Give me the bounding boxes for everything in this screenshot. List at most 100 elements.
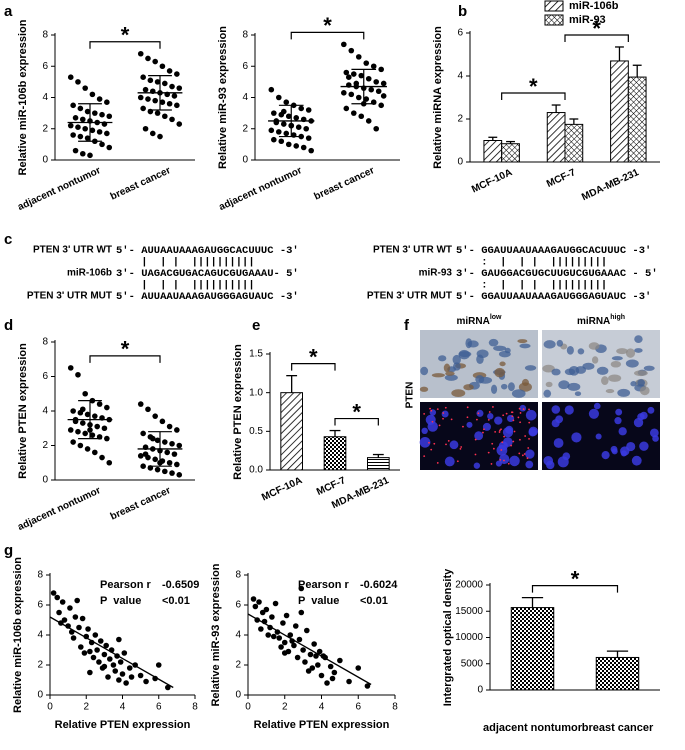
if-nucleus <box>476 409 484 417</box>
stat-label: P value <box>298 595 339 607</box>
ihc-cell <box>542 364 555 373</box>
ihc-cell <box>575 366 587 374</box>
y-tick-label: 0 <box>457 157 463 168</box>
point <box>281 650 288 656</box>
if-signal <box>519 421 522 424</box>
significance-label: * <box>592 16 601 41</box>
point <box>375 88 382 95</box>
point <box>169 83 175 90</box>
ihc-cell <box>517 339 528 344</box>
point <box>72 115 79 121</box>
ihc-cell <box>444 374 458 381</box>
ihc-cell <box>490 384 498 395</box>
ihc-cell <box>494 367 506 378</box>
if-nucleus <box>652 435 659 442</box>
point <box>176 85 183 91</box>
ihc-cell <box>438 355 447 362</box>
point <box>292 623 299 629</box>
if-signal <box>512 419 515 422</box>
point <box>56 609 62 616</box>
point <box>280 620 286 626</box>
point <box>85 626 91 632</box>
significance-label: * <box>121 23 130 48</box>
legend-swatch <box>544 14 564 26</box>
if-nucleus <box>639 441 649 451</box>
point <box>70 408 76 414</box>
point <box>298 609 305 616</box>
if-nucleus <box>494 416 503 425</box>
ihc-cell <box>476 354 484 365</box>
sequence: 5'- GGAUUAAUAAAGAUGGGAGUAUC -3' <box>456 291 651 303</box>
point <box>272 600 279 607</box>
ihc-cell <box>524 365 537 371</box>
point <box>283 130 290 137</box>
y-tick-label: 4 <box>242 92 248 103</box>
ihc-cell <box>577 348 585 355</box>
point <box>171 451 178 457</box>
point <box>305 668 312 674</box>
x-tick-label: 8 <box>392 702 398 713</box>
point <box>101 663 108 670</box>
point <box>337 657 343 664</box>
if-nucleus <box>553 438 564 448</box>
point <box>99 111 105 118</box>
ihc-cell <box>601 376 609 386</box>
point <box>311 641 317 647</box>
point <box>104 435 110 442</box>
point <box>137 94 144 101</box>
point <box>145 96 151 102</box>
point <box>275 94 282 101</box>
ihc-cell <box>420 366 429 376</box>
point <box>112 668 119 674</box>
point <box>87 648 93 655</box>
point <box>79 406 86 413</box>
if-signal <box>521 454 524 457</box>
point <box>119 671 126 677</box>
point <box>116 636 122 643</box>
point <box>96 129 103 135</box>
stat-value: <0.01 <box>162 595 190 607</box>
point <box>89 91 96 98</box>
x-tick-label: 8 <box>192 702 198 713</box>
point <box>67 427 74 433</box>
point <box>147 77 154 84</box>
bar <box>501 143 520 163</box>
y-tick-label: 0 <box>477 685 483 696</box>
y-tick-label: 2 <box>242 123 248 134</box>
point <box>84 108 91 115</box>
if-nucleus <box>487 413 494 420</box>
point <box>169 440 175 447</box>
ihc-cell <box>574 391 582 396</box>
point <box>84 446 91 452</box>
point <box>373 125 380 132</box>
bar <box>595 656 640 691</box>
point <box>302 659 308 665</box>
point <box>84 411 91 418</box>
point <box>166 423 173 430</box>
point <box>165 684 171 691</box>
if-signal <box>518 452 521 455</box>
x-tick-label: adjacent nontumor <box>16 165 102 213</box>
legend-label: miR-106b <box>569 0 619 12</box>
significance-bracket <box>334 417 379 426</box>
point <box>84 135 91 141</box>
x-tick-label: adjacent nontumor <box>217 165 303 213</box>
point <box>72 147 79 154</box>
point <box>329 675 336 682</box>
point <box>318 672 325 679</box>
ihc-cell <box>558 380 570 390</box>
point <box>176 472 183 478</box>
point <box>79 615 86 622</box>
if-nucleus <box>647 406 655 414</box>
point <box>300 144 307 151</box>
if-signal <box>445 443 447 446</box>
point <box>293 115 300 121</box>
x-tick-label: 0 <box>47 702 53 713</box>
if-signal <box>526 457 529 460</box>
if-signal <box>528 437 530 440</box>
if-nucleus <box>593 402 601 410</box>
if-signal <box>528 421 531 424</box>
ihc-cell <box>608 374 622 382</box>
point <box>142 86 149 93</box>
sequence: 5'- AUUAAUAAAGAUGGCACUUUC -3' <box>116 245 299 257</box>
